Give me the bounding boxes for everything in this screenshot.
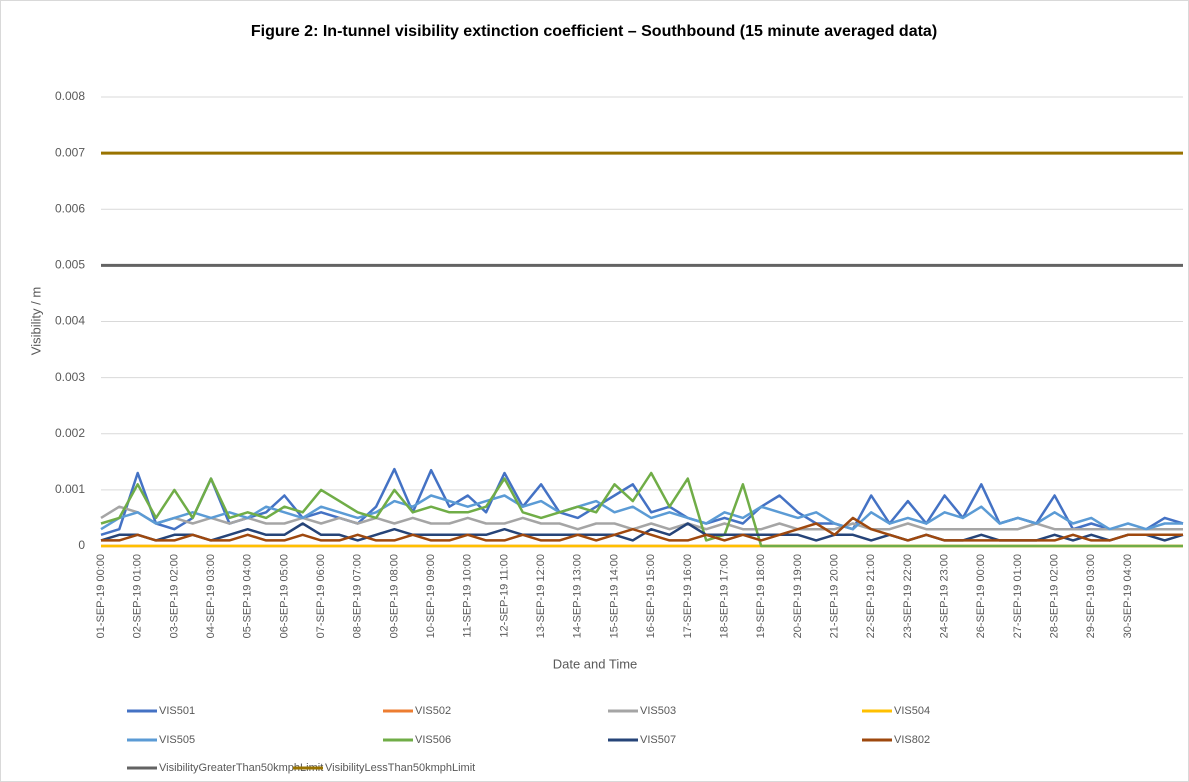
x-tick-label: 07-SEP-19 06:00 [315,554,327,638]
x-tick-label: 15-SEP-19 14:00 [608,554,620,638]
x-tick-label: 04-SEP-19 03:00 [205,554,217,638]
y-tick-label: 0.007 [55,145,85,159]
x-tick-label: 11-SEP-19 10:00 [462,554,474,638]
x-tick-label: 08-SEP-19 07:00 [352,554,364,638]
series-line [100,471,1183,548]
legend-label: VIS506 [415,734,451,746]
x-tick-label: 26-SEP-19 00:00 [975,554,987,638]
x-tick-label: 22-SEP-19 21:00 [865,554,877,638]
x-tick-label: 10-SEP-19 09:00 [425,554,437,638]
x-tick-label: 12-SEP-19 11:00 [498,554,510,638]
x-tick-label: 20-SEP-19 19:00 [792,554,804,638]
x-tick-label: 14-SEP-19 13:00 [572,554,584,638]
y-tick-label: 0.006 [55,201,85,215]
x-tick-label: 09-SEP-19 08:00 [388,554,400,638]
x-tick-label: 29-SEP-19 03:00 [1085,554,1097,638]
legend-label: VisibilityLessThan50kmphLimit [325,762,475,774]
legend-label: VIS504 [894,705,930,717]
x-tick-label: 28-SEP-19 02:00 [1049,554,1061,638]
x-tick-label: 13-SEP-19 12:00 [535,554,547,638]
x-tick-label: 23-SEP-19 22:00 [902,554,914,638]
x-tick-label: 06-SEP-19 05:00 [278,554,290,638]
y-axis-title: Visibility / m [28,287,43,355]
x-tick-label: 03-SEP-19 02:00 [168,554,180,638]
y-tick-label: 0.003 [55,370,85,384]
series-line [100,494,1183,531]
legend-label: VIS505 [159,734,195,746]
legend-label: VIS507 [640,734,676,746]
legend-label: VIS503 [640,705,676,717]
x-tick-label: 30-SEP-19 04:00 [1122,554,1134,638]
legend-label: VIS502 [415,705,451,717]
x-tick-label: 17-SEP-19 16:00 [682,554,694,638]
series-line [101,516,1183,542]
chart-title: Figure 2: In-tunnel visibility extinctio… [251,23,937,40]
x-tick-label: 18-SEP-19 17:00 [718,554,730,638]
legend-label: VisibilityGreaterThan50kmphLimit [159,762,323,774]
legend-label: VIS501 [159,705,195,717]
y-tick-label: 0 [78,538,85,552]
x-tick-label: 05-SEP-19 04:00 [242,554,254,638]
y-tick-label: 0.001 [55,482,85,496]
x-axis-title: Date and Time [553,656,638,671]
x-tick-label: 01-SEP-19 00:00 [95,554,107,638]
y-tick-label: 0.005 [55,258,85,272]
x-tick-label: 02-SEP-19 01:00 [132,554,144,638]
x-tick-label: 24-SEP-19 23:00 [938,554,950,638]
series-line [100,505,1183,531]
x-tick-label: 27-SEP-19 01:00 [1012,554,1024,638]
y-tick-label: 0.002 [55,426,85,440]
y-tick-label: 0.008 [55,89,85,103]
y-tick-label: 0.004 [55,314,85,328]
x-tick-label: 16-SEP-19 15:00 [645,554,657,638]
legend-label: VIS802 [894,734,930,746]
x-tick-label: 21-SEP-19 20:00 [828,554,840,638]
x-tick-label: 19-SEP-19 18:00 [755,554,767,638]
